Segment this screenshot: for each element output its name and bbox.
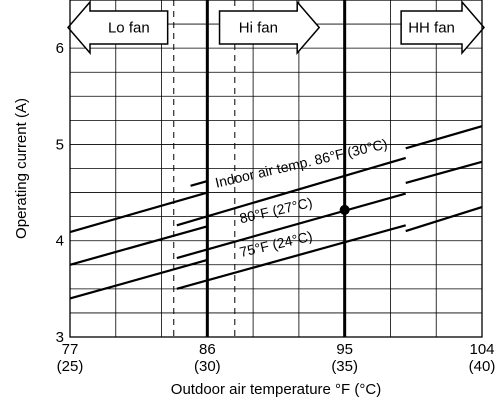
series-line [69, 225, 208, 266]
series-line [405, 160, 483, 185]
series-label: 80°F (27°C) [238, 194, 314, 226]
series-line [176, 224, 406, 290]
x-tick-label: 95 [336, 341, 353, 358]
tick-labels: 77(25) 86(30) 95(35) 104(40) 3 4 5 6 [56, 40, 496, 375]
y-axis-label: Operating current (A) [13, 98, 30, 239]
fan-label: HH fan [408, 20, 455, 37]
series-lines [69, 125, 483, 300]
x-tick-label: 77 [62, 341, 79, 358]
series-label: Indoor air temp. 86°F (30°C) [214, 135, 389, 190]
series-line [405, 205, 483, 233]
operating-point-marker [339, 204, 350, 215]
x-tick-label: 104 [469, 341, 494, 358]
x-tick-sublabel: (35) [331, 358, 358, 375]
series-line [176, 156, 407, 227]
x-axis-label: Outdoor air temperature °F (°C) [171, 381, 381, 398]
series-line [405, 125, 483, 150]
x-tick-sublabel: (40) [469, 358, 496, 375]
fan-arrow [400, 0, 485, 56]
series-line [176, 192, 407, 260]
x-tick-label: 86 [199, 341, 216, 358]
x-tick-sublabel: (30) [194, 358, 221, 375]
fan-arrows: Lo fan Hi fan HH fan [67, 0, 485, 56]
series-label: 75°F (24°C) [238, 228, 314, 260]
series-line [69, 191, 208, 234]
y-tick-label: 3 [56, 329, 64, 346]
series-line [190, 179, 208, 187]
plot-frame [69, 0, 483, 338]
x-tick-sublabel: (25) [57, 358, 84, 375]
y-tick-label: 5 [56, 136, 64, 153]
fan-label: Hi fan [239, 20, 278, 37]
fan-arrow [67, 0, 169, 56]
series-line [69, 258, 208, 300]
y-tick-label: 4 [56, 233, 64, 250]
fan-arrow [218, 0, 321, 56]
fan-label: Lo fan [108, 20, 150, 37]
y-tick-label: 6 [56, 40, 64, 57]
